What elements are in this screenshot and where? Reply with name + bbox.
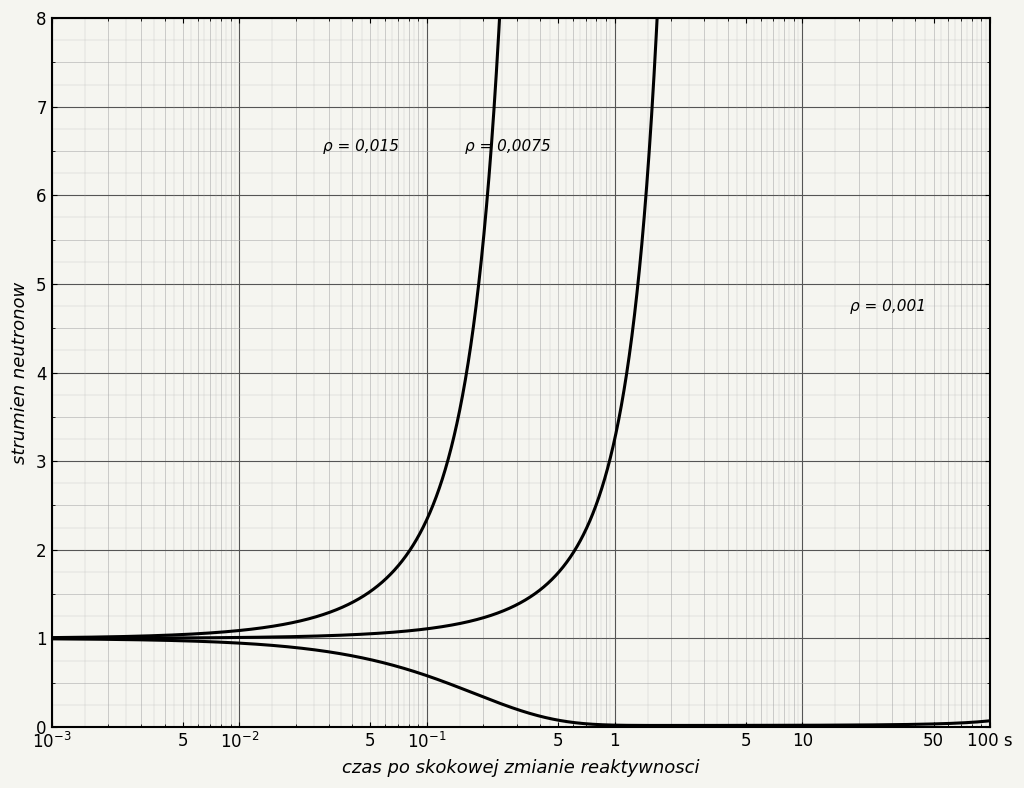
Text: ρ = 0,0075: ρ = 0,0075 [465,139,551,154]
Text: ρ = 0,015: ρ = 0,015 [324,139,399,154]
X-axis label: czas po skokowej zmianie reaktywnosci: czas po skokowej zmianie reaktywnosci [342,759,699,777]
Y-axis label: strumien neutronow: strumien neutronow [11,281,29,463]
Text: ρ = 0,001: ρ = 0,001 [850,299,927,314]
